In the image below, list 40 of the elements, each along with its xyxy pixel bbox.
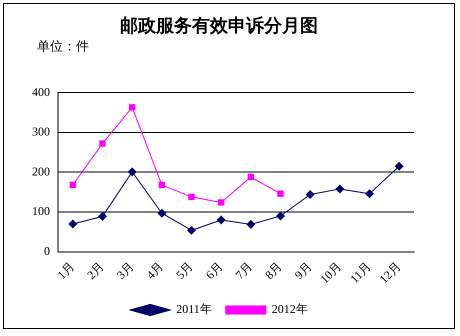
legend-label: 2011年	[176, 302, 212, 316]
point	[128, 104, 136, 111]
point	[68, 219, 78, 228]
y-tick-label: 0	[44, 244, 50, 258]
point	[216, 216, 226, 224]
point	[306, 190, 315, 200]
point	[98, 212, 107, 221]
point	[158, 182, 166, 188]
point	[394, 162, 404, 171]
y-tick-label: 400	[32, 84, 50, 99]
x-tick-label: 3月	[114, 259, 137, 282]
legend-label: 2012年	[272, 302, 308, 316]
point	[246, 220, 256, 229]
x-tick-label: 5月	[173, 259, 196, 282]
chart-title: 邮政服务有效申诉分月图	[120, 15, 318, 36]
text: 单位：件	[37, 38, 89, 54]
x-tick-label: 2月	[84, 259, 107, 282]
x-tick-label: 4月	[144, 259, 166, 282]
x-tick-label: 6月	[202, 259, 226, 282]
point	[70, 182, 76, 188]
point	[248, 174, 254, 180]
y-tick-label: 300	[32, 124, 50, 139]
x-tick-label: 9月	[292, 259, 315, 282]
point	[277, 190, 284, 197]
point	[218, 199, 224, 206]
point	[188, 194, 195, 200]
x-tick-label: 10月	[317, 259, 344, 286]
point	[128, 167, 137, 176]
x-tick-label: 1月	[54, 259, 78, 282]
point	[187, 226, 196, 235]
x-tick-label: 8月	[262, 259, 285, 282]
x-tick-label: 12月	[376, 259, 404, 286]
point	[365, 189, 374, 198]
point	[276, 212, 285, 221]
x-tick-label: 7月	[232, 259, 256, 282]
y-tick-label: 100	[32, 204, 50, 218]
y-tick-label: 200	[32, 164, 50, 178]
x-tick-label: 11月	[347, 259, 374, 286]
point	[335, 184, 344, 194]
point	[157, 208, 166, 218]
